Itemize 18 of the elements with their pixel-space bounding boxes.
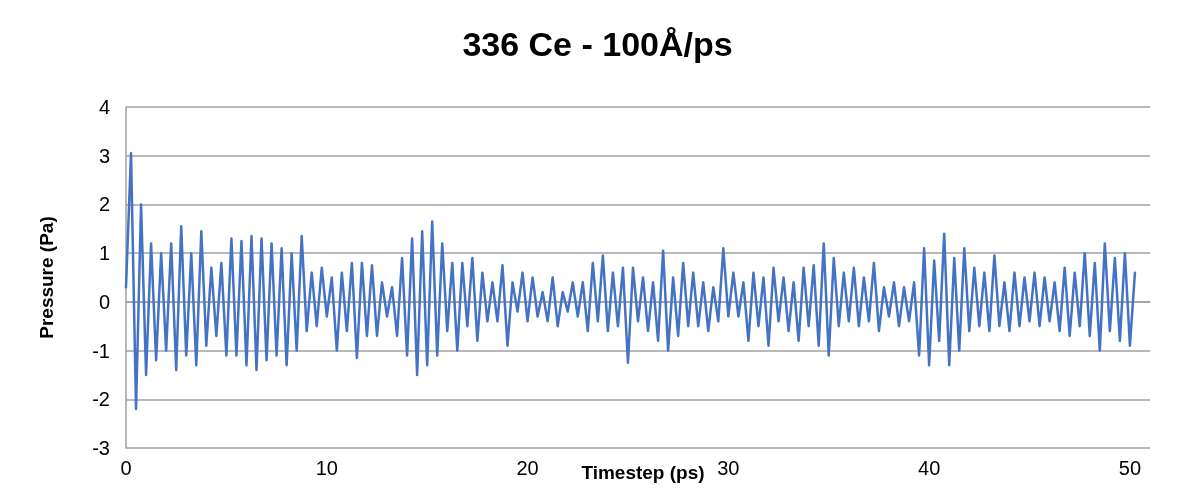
x-tick-label: 10	[315, 457, 338, 479]
y-tick-label: -1	[92, 339, 110, 362]
y-tick-label: 3	[98, 144, 110, 167]
line-series	[124, 152, 1137, 411]
y-axis-title: Pressure (Pa)	[36, 216, 57, 339]
x-tick-label: 40	[918, 457, 941, 479]
y-tick-label: 2	[98, 193, 110, 216]
x-tick-label: 20	[516, 457, 539, 479]
y-tick-label: 1	[98, 242, 110, 265]
x-axis-title: Timestep (ps)	[581, 462, 705, 483]
x-tick-label: 50	[1118, 457, 1142, 479]
chart-title: 336 Ce - 100Å/ps	[462, 25, 733, 63]
y-tick-label: 0	[98, 290, 110, 313]
x-tick-label: 0	[120, 457, 132, 479]
y-tick-label: 4	[98, 96, 110, 118]
y-tick-label: -3	[92, 437, 110, 459]
x-tick-label: 30	[717, 457, 740, 479]
y-tick-label: -2	[92, 388, 110, 411]
